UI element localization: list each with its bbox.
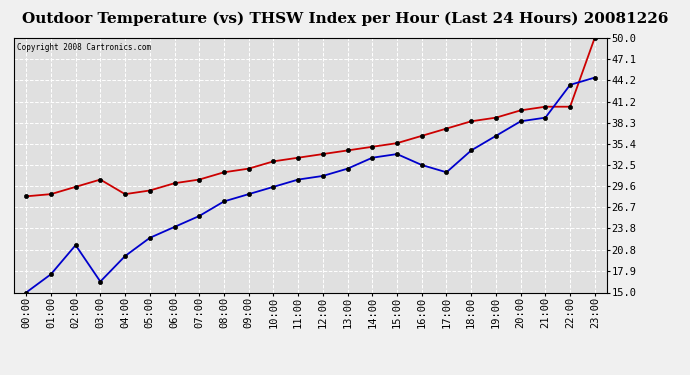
Text: Outdoor Temperature (vs) THSW Index per Hour (Last 24 Hours) 20081226: Outdoor Temperature (vs) THSW Index per …: [22, 11, 668, 26]
Text: Copyright 2008 Cartronics.com: Copyright 2008 Cartronics.com: [17, 43, 151, 52]
